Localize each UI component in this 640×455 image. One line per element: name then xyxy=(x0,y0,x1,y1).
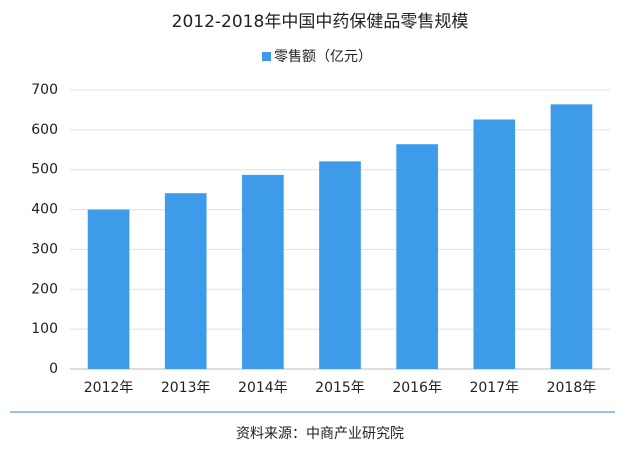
bar xyxy=(396,144,438,369)
x-tick-label: 2012年 xyxy=(84,380,134,396)
y-tick-label: 400 xyxy=(31,202,58,218)
y-tick-label: 0 xyxy=(49,361,58,377)
x-tick-label: 2017年 xyxy=(469,380,519,396)
chart-title: 2012-2018年中国中药保健品零售规模 xyxy=(172,12,469,32)
x-tick-label: 2014年 xyxy=(238,380,288,396)
bar xyxy=(87,209,130,369)
y-tick-label: 300 xyxy=(31,241,58,257)
y-tick-label: 700 xyxy=(31,82,58,98)
x-tick-label: 2016年 xyxy=(392,380,442,396)
x-tick-label: 2013年 xyxy=(161,380,211,396)
y-tick-label: 100 xyxy=(31,321,58,337)
bar xyxy=(164,193,207,369)
source-note: 资料来源：中商产业研究院 xyxy=(236,426,404,442)
bar xyxy=(550,104,593,369)
y-tick-label: 200 xyxy=(31,281,58,297)
bar xyxy=(242,174,284,369)
bar xyxy=(473,119,516,369)
x-tick-label: 2018年 xyxy=(547,380,597,396)
x-tick-label: 2015年 xyxy=(315,380,365,396)
y-tick-label: 500 xyxy=(31,162,58,178)
y-tick-label: 600 xyxy=(31,122,58,138)
legend-swatch xyxy=(262,52,271,61)
legend-label: 零售额（亿元） xyxy=(274,49,372,65)
bar xyxy=(319,161,361,369)
